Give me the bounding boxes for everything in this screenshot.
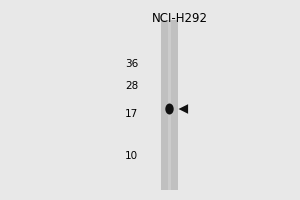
Ellipse shape [165, 104, 174, 114]
Text: 17: 17 [125, 109, 138, 119]
Text: NCI-H292: NCI-H292 [152, 12, 208, 25]
Text: 36: 36 [125, 59, 138, 69]
Bar [161, 20, 178, 190]
Text: 28: 28 [125, 81, 138, 91]
Polygon shape [178, 104, 188, 114]
Bar [168, 20, 171, 190]
Text: 10: 10 [125, 151, 138, 161]
